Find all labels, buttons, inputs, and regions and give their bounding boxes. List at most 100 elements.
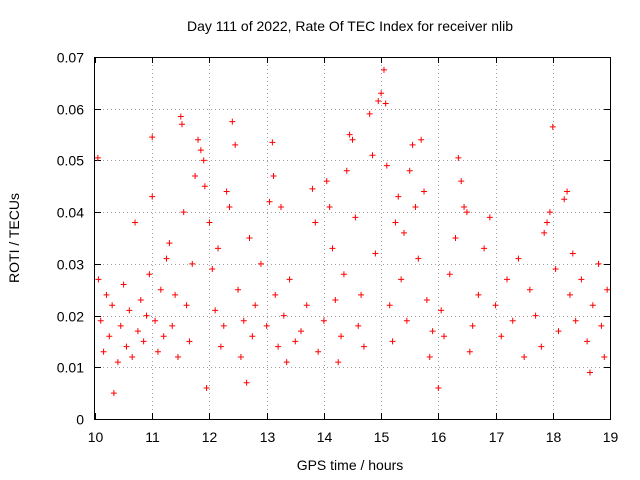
data-point <box>435 384 442 391</box>
data-point <box>392 219 399 226</box>
data-point <box>452 235 459 241</box>
data-point <box>561 196 568 203</box>
data-point <box>369 152 376 159</box>
data-points <box>94 66 611 397</box>
data-point <box>166 240 173 247</box>
data-point <box>257 260 264 267</box>
data-point <box>406 167 413 174</box>
data-point <box>469 322 476 329</box>
data-point <box>149 193 156 200</box>
data-point <box>106 333 113 340</box>
data-point <box>409 141 416 148</box>
data-point <box>372 250 379 257</box>
data-point <box>272 291 279 298</box>
data-point <box>149 134 156 141</box>
data-point <box>481 245 488 252</box>
y-tick-label: 0.03 <box>57 257 84 273</box>
data-point <box>438 307 445 314</box>
data-point <box>541 229 548 236</box>
data-point <box>263 322 270 329</box>
data-point <box>189 260 196 267</box>
y-tick-label: 0.04 <box>57 205 84 221</box>
data-point <box>349 136 356 143</box>
data-point <box>421 188 428 195</box>
data-point <box>555 328 562 335</box>
data-point <box>215 245 222 252</box>
data-point <box>157 286 164 293</box>
chart-title: Day 111 of 2022, Rate Of TEC Index for r… <box>187 18 513 34</box>
data-point <box>209 266 216 273</box>
data-point <box>174 353 181 360</box>
data-point <box>95 276 102 283</box>
data-point <box>366 110 373 117</box>
data-point <box>323 178 330 185</box>
data-point <box>346 131 353 138</box>
x-tick-labels: 10 11 12 13 14 15 16 17 18 19 <box>88 429 619 445</box>
data-point <box>280 312 287 319</box>
data-point <box>569 250 576 257</box>
data-point <box>201 183 208 190</box>
data-point <box>200 157 207 164</box>
data-point <box>458 178 465 185</box>
data-point <box>401 229 407 236</box>
data-point <box>475 291 482 298</box>
data-point <box>243 379 250 386</box>
data-point <box>463 209 470 216</box>
data-point <box>441 333 448 340</box>
data-point <box>249 333 256 340</box>
data-point <box>360 343 367 350</box>
x-tick-label: 16 <box>431 429 447 445</box>
data-point <box>229 118 236 125</box>
data-point <box>152 317 159 324</box>
data-point <box>143 312 150 319</box>
data-point <box>232 141 239 148</box>
data-point <box>375 97 382 104</box>
data-point <box>532 312 539 319</box>
data-point <box>223 188 230 195</box>
x-tick-label: 14 <box>317 429 333 445</box>
data-point <box>521 353 528 360</box>
data-point <box>395 193 402 200</box>
data-point <box>332 297 339 304</box>
plot-frame <box>94 57 611 420</box>
data-point <box>283 359 290 366</box>
data-point <box>140 338 147 345</box>
y-tick-label: 0.06 <box>57 102 84 118</box>
data-point <box>203 384 210 391</box>
data-point <box>418 136 425 143</box>
data-point <box>212 307 219 314</box>
data-point <box>546 209 553 216</box>
data-point <box>326 203 333 210</box>
data-point <box>426 353 433 360</box>
data-point <box>320 317 327 324</box>
y-tick-label: 0.01 <box>57 360 84 376</box>
data-point <box>343 167 350 174</box>
data-point <box>398 276 405 283</box>
data-point <box>335 359 342 366</box>
data-point <box>338 333 345 340</box>
data-point <box>134 328 141 335</box>
data-point <box>163 255 170 262</box>
data-point <box>429 328 436 335</box>
x-tick-label: 17 <box>489 429 505 445</box>
grid-lines <box>95 57 610 419</box>
data-point <box>240 317 247 324</box>
data-point <box>578 276 585 283</box>
data-point <box>515 255 522 262</box>
data-point <box>589 302 596 309</box>
data-point <box>415 255 422 262</box>
data-point <box>329 245 336 252</box>
data-point <box>129 353 136 360</box>
x-tick-label: 11 <box>145 429 160 445</box>
data-point <box>286 276 293 283</box>
data-point <box>197 147 204 154</box>
data-point <box>564 188 571 195</box>
data-point <box>114 359 121 366</box>
data-point <box>192 172 199 179</box>
data-point <box>100 348 107 355</box>
data-point <box>217 343 224 350</box>
y-tick-label: 0.02 <box>57 309 84 325</box>
data-point <box>303 302 310 309</box>
y-tick-label: 0.07 <box>57 50 84 66</box>
data-point <box>154 348 161 355</box>
